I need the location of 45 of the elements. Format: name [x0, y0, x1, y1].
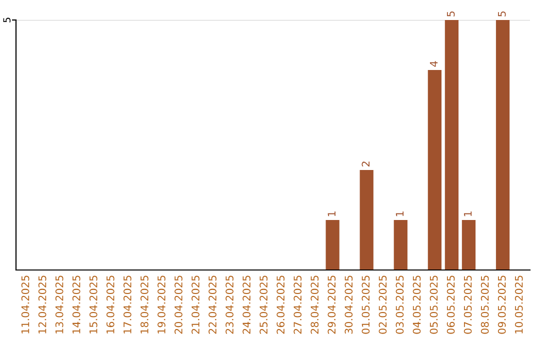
- x-tick-label: 01.05.2025: [362, 276, 370, 334]
- x-tick-label: 14.04.2025: [72, 276, 80, 334]
- data-label: 5: [446, 12, 455, 16]
- x-tick-label: 03.05.2025: [396, 276, 404, 334]
- bar: [462, 220, 476, 270]
- x-tick-label: 04.05.2025: [412, 276, 421, 334]
- x-tick-label: 12.04.2025: [38, 276, 46, 334]
- x-tick-label: 27.04.2025: [294, 276, 302, 334]
- bar: [360, 170, 374, 270]
- x-tick-label: 22.04.2025: [208, 276, 216, 334]
- x-tick-label: 02.05.2025: [378, 276, 387, 334]
- x-tick-label: 11.04.2025: [21, 276, 30, 334]
- x-tick-label: 26.04.2025: [276, 276, 285, 334]
- x-tick-label: 25.04.2025: [260, 276, 268, 334]
- data-label: 1: [396, 212, 404, 216]
- text: 5: [3, 18, 11, 22]
- bar: [428, 70, 442, 270]
- x-tick-label: 24.04.2025: [242, 276, 250, 334]
- data-label: 5: [498, 12, 506, 16]
- x-tick-label: 18.04.2025: [140, 276, 148, 334]
- x-tick-label: 08.05.2025: [480, 276, 489, 334]
- data-label: 2: [362, 162, 370, 166]
- bar: [444, 20, 459, 270]
- x-tick-label: 17.04.2025: [123, 276, 132, 334]
- x-tick-label: 21.04.2025: [192, 276, 200, 334]
- x-tick-label: 09.05.2025: [498, 276, 506, 334]
- data-label: 1: [328, 212, 336, 216]
- data-label: 4: [430, 61, 438, 67]
- x-tick-label: 29.04.2025: [328, 276, 336, 334]
- x-tick-label: 19.04.2025: [158, 276, 166, 334]
- x-tick-label: 06.05.2025: [446, 276, 455, 334]
- x-tick-label: 15.04.2025: [89, 276, 98, 334]
- bar: [394, 220, 408, 270]
- x-tick-label: 07.05.2025: [464, 276, 472, 334]
- bar: [496, 20, 510, 270]
- data-label: 1: [464, 212, 472, 216]
- x-tick-label: 23.04.2025: [226, 276, 234, 334]
- x-tick-label: 20.04.2025: [174, 276, 182, 334]
- bar: [326, 220, 340, 270]
- x-tick-label: 30.04.2025: [344, 276, 353, 334]
- x-tick-label: 28.04.2025: [310, 276, 319, 334]
- x-tick-label: 16.04.2025: [106, 276, 114, 334]
- x-tick-label: 10.05.2025: [514, 276, 523, 334]
- x-tick-label: 13.04.2025: [55, 276, 64, 334]
- x-tick-label: 05.05.2025: [430, 276, 438, 334]
